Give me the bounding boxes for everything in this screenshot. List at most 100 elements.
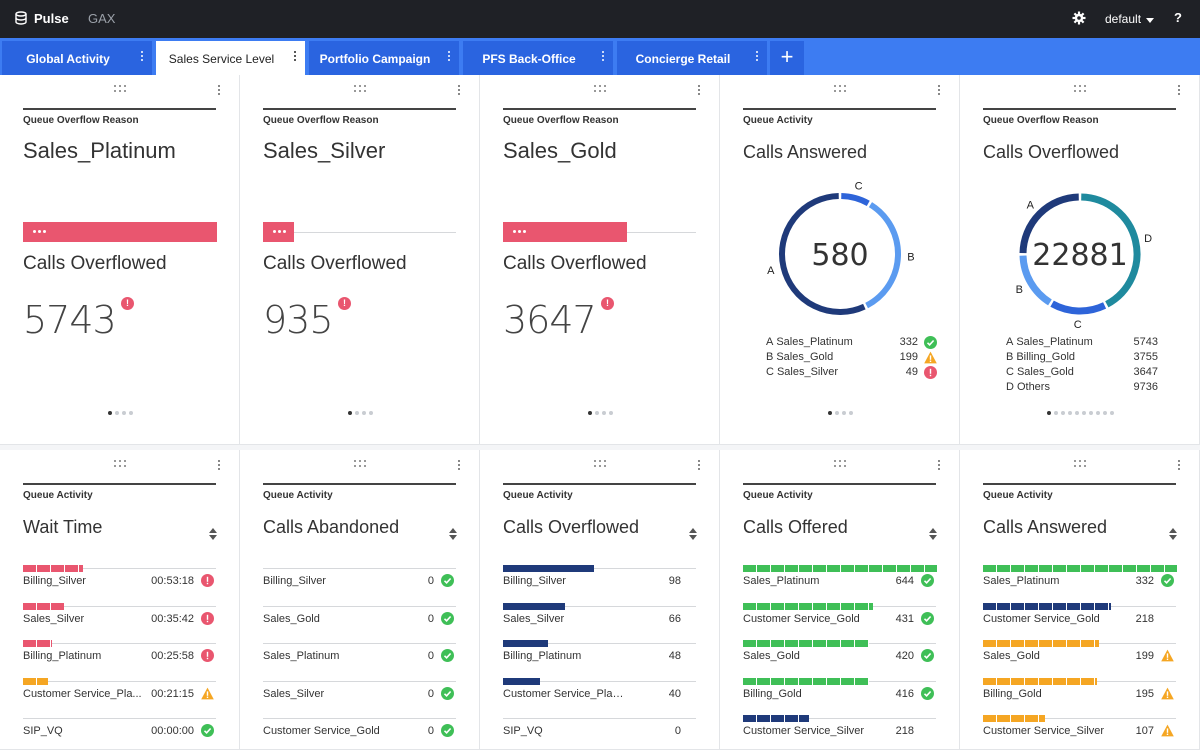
widget-menu-icon[interactable] — [458, 85, 461, 97]
user-menu[interactable]: default — [1105, 12, 1142, 26]
page-dot[interactable] — [1096, 411, 1100, 415]
widget-menu-icon[interactable] — [218, 460, 221, 472]
widget-menu-icon[interactable] — [218, 85, 221, 97]
page-dot[interactable] — [828, 411, 832, 415]
list-item[interactable]: Sales_Silver 00:35:42 — [23, 599, 216, 625]
list-item[interactable]: Billing_Silver 0 — [263, 561, 456, 587]
drag-handle-icon[interactable] — [353, 460, 366, 468]
widget-menu-icon[interactable] — [698, 85, 701, 97]
list-item[interactable]: Billing_Silver 00:53:18 — [23, 561, 216, 587]
page-dot[interactable] — [1061, 411, 1065, 415]
more-vertical-icon[interactable] — [141, 51, 144, 64]
app-title[interactable]: Pulse — [34, 11, 69, 26]
page-dot[interactable] — [348, 411, 352, 415]
drag-handle-icon[interactable] — [1073, 460, 1086, 468]
page-dot[interactable] — [1054, 411, 1058, 415]
list-item[interactable]: Customer Service_Platinum 40 — [503, 674, 696, 700]
sort-icon[interactable] — [689, 528, 697, 540]
list-item[interactable]: Billing_Gold 416 — [743, 674, 936, 700]
page-indicator[interactable] — [1047, 411, 1114, 415]
list-item[interactable]: Sales_Platinum 644 — [743, 561, 937, 587]
widget-menu-icon[interactable] — [1178, 460, 1181, 472]
widget-menu-icon[interactable] — [938, 460, 941, 472]
list-item[interactable]: Customer Service_Gold 218 — [983, 599, 1176, 625]
list-item[interactable]: Sales_Gold 0 — [263, 599, 456, 625]
list-item[interactable]: Sales_Platinum 332 — [983, 561, 1177, 587]
list-item[interactable]: Sales_Platinum 0 — [263, 636, 456, 662]
list-item[interactable]: Billing_Platinum 48 — [503, 636, 696, 662]
page-dot[interactable] — [1068, 411, 1072, 415]
page-indicator[interactable] — [828, 411, 853, 415]
page-dot[interactable] — [362, 411, 366, 415]
gear-icon[interactable] — [1072, 11, 1086, 25]
legend-item[interactable]: B Sales_Gold 199 — [766, 351, 946, 364]
list-item[interactable]: Sales_Gold 199 — [983, 636, 1176, 662]
list-item[interactable]: SIP_VQ 00:00:00 — [23, 711, 216, 737]
tab-global-activity[interactable]: Global Activity — [2, 41, 152, 75]
legend-item[interactable]: D Others 9736 — [1006, 381, 1186, 393]
more-vertical-icon[interactable] — [602, 51, 605, 64]
drag-handle-icon[interactable] — [593, 460, 606, 468]
list-item[interactable]: Customer Service_Gold 0 — [263, 711, 456, 737]
legend-item[interactable]: A Sales_Platinum 5743 — [1006, 336, 1186, 348]
sort-icon[interactable] — [449, 528, 457, 540]
list-item[interactable]: Customer Service_Silver 218 — [743, 711, 936, 737]
page-dot[interactable] — [1110, 411, 1114, 415]
page-dot[interactable] — [1089, 411, 1093, 415]
donut-slice-b[interactable] — [865, 202, 901, 309]
chevron-down-icon[interactable] — [1146, 18, 1154, 23]
page-dot[interactable] — [1082, 411, 1086, 415]
list-item[interactable]: Customer Service_Gold 431 — [743, 599, 936, 625]
legend-item[interactable]: B Billing_Gold 3755 — [1006, 351, 1186, 363]
page-indicator[interactable] — [348, 411, 373, 415]
page-dot[interactable] — [129, 411, 133, 415]
page-dot[interactable] — [595, 411, 599, 415]
list-item[interactable]: Billing_Platinum 00:25:58 — [23, 636, 216, 662]
donut-slice-d[interactable] — [1081, 193, 1141, 308]
tab-concierge-retail[interactable]: Concierge Retail — [617, 41, 767, 75]
page-dot[interactable] — [1075, 411, 1079, 415]
page-dot[interactable] — [588, 411, 592, 415]
widget-menu-icon[interactable] — [1178, 85, 1181, 97]
list-item[interactable]: SIP_VQ 0 — [503, 711, 696, 737]
widget-menu-icon[interactable] — [458, 460, 461, 472]
page-dot[interactable] — [1047, 411, 1051, 415]
sort-icon[interactable] — [929, 528, 937, 540]
tab-sales-service-level[interactable]: Sales Service Level — [156, 41, 305, 75]
list-item[interactable]: Billing_Gold 195 — [983, 674, 1176, 700]
donut-slice-c[interactable] — [841, 193, 870, 207]
drag-handle-icon[interactable] — [833, 85, 846, 93]
donut-slice-a[interactable] — [1019, 193, 1079, 254]
page-dot[interactable] — [122, 411, 126, 415]
legend-item[interactable]: C Sales_Gold 3647 — [1006, 366, 1186, 378]
drag-handle-icon[interactable] — [113, 460, 126, 468]
help-button[interactable]: ? — [1174, 10, 1182, 25]
list-item[interactable]: Billing_Silver 98 — [503, 561, 696, 587]
donut-slice-c[interactable] — [1050, 300, 1107, 315]
drag-handle-icon[interactable] — [593, 85, 606, 93]
page-dot[interactable] — [602, 411, 606, 415]
page-dot[interactable] — [115, 411, 119, 415]
list-item[interactable]: Customer Service_Pla... 00:21:15 — [23, 674, 216, 700]
more-vertical-icon[interactable] — [294, 51, 297, 64]
page-dot[interactable] — [609, 411, 613, 415]
page-dot[interactable] — [835, 411, 839, 415]
page-indicator[interactable] — [588, 411, 613, 415]
page-dot[interactable] — [1103, 411, 1107, 415]
legend-item[interactable]: C Sales_Silver 49 — [766, 366, 946, 379]
list-item[interactable]: Sales_Gold 420 — [743, 636, 936, 662]
drag-handle-icon[interactable] — [833, 460, 846, 468]
tab-pfs-back-office[interactable]: PFS Back-Office — [463, 41, 613, 75]
drag-handle-icon[interactable] — [1073, 85, 1086, 93]
page-dot[interactable] — [355, 411, 359, 415]
tab-portfolio-campaign[interactable]: Portfolio Campaign — [309, 41, 459, 75]
page-indicator[interactable] — [108, 411, 133, 415]
page-dot[interactable] — [369, 411, 373, 415]
list-item[interactable]: Sales_Silver 0 — [263, 674, 456, 700]
sort-icon[interactable] — [209, 528, 217, 540]
list-item[interactable]: Customer Service_Silver 107 — [983, 711, 1176, 737]
add-tab-button[interactable]: + — [770, 41, 804, 75]
drag-handle-icon[interactable] — [353, 85, 366, 93]
drag-handle-icon[interactable] — [113, 85, 126, 93]
legend-item[interactable]: A Sales_Platinum 332 — [766, 336, 946, 349]
